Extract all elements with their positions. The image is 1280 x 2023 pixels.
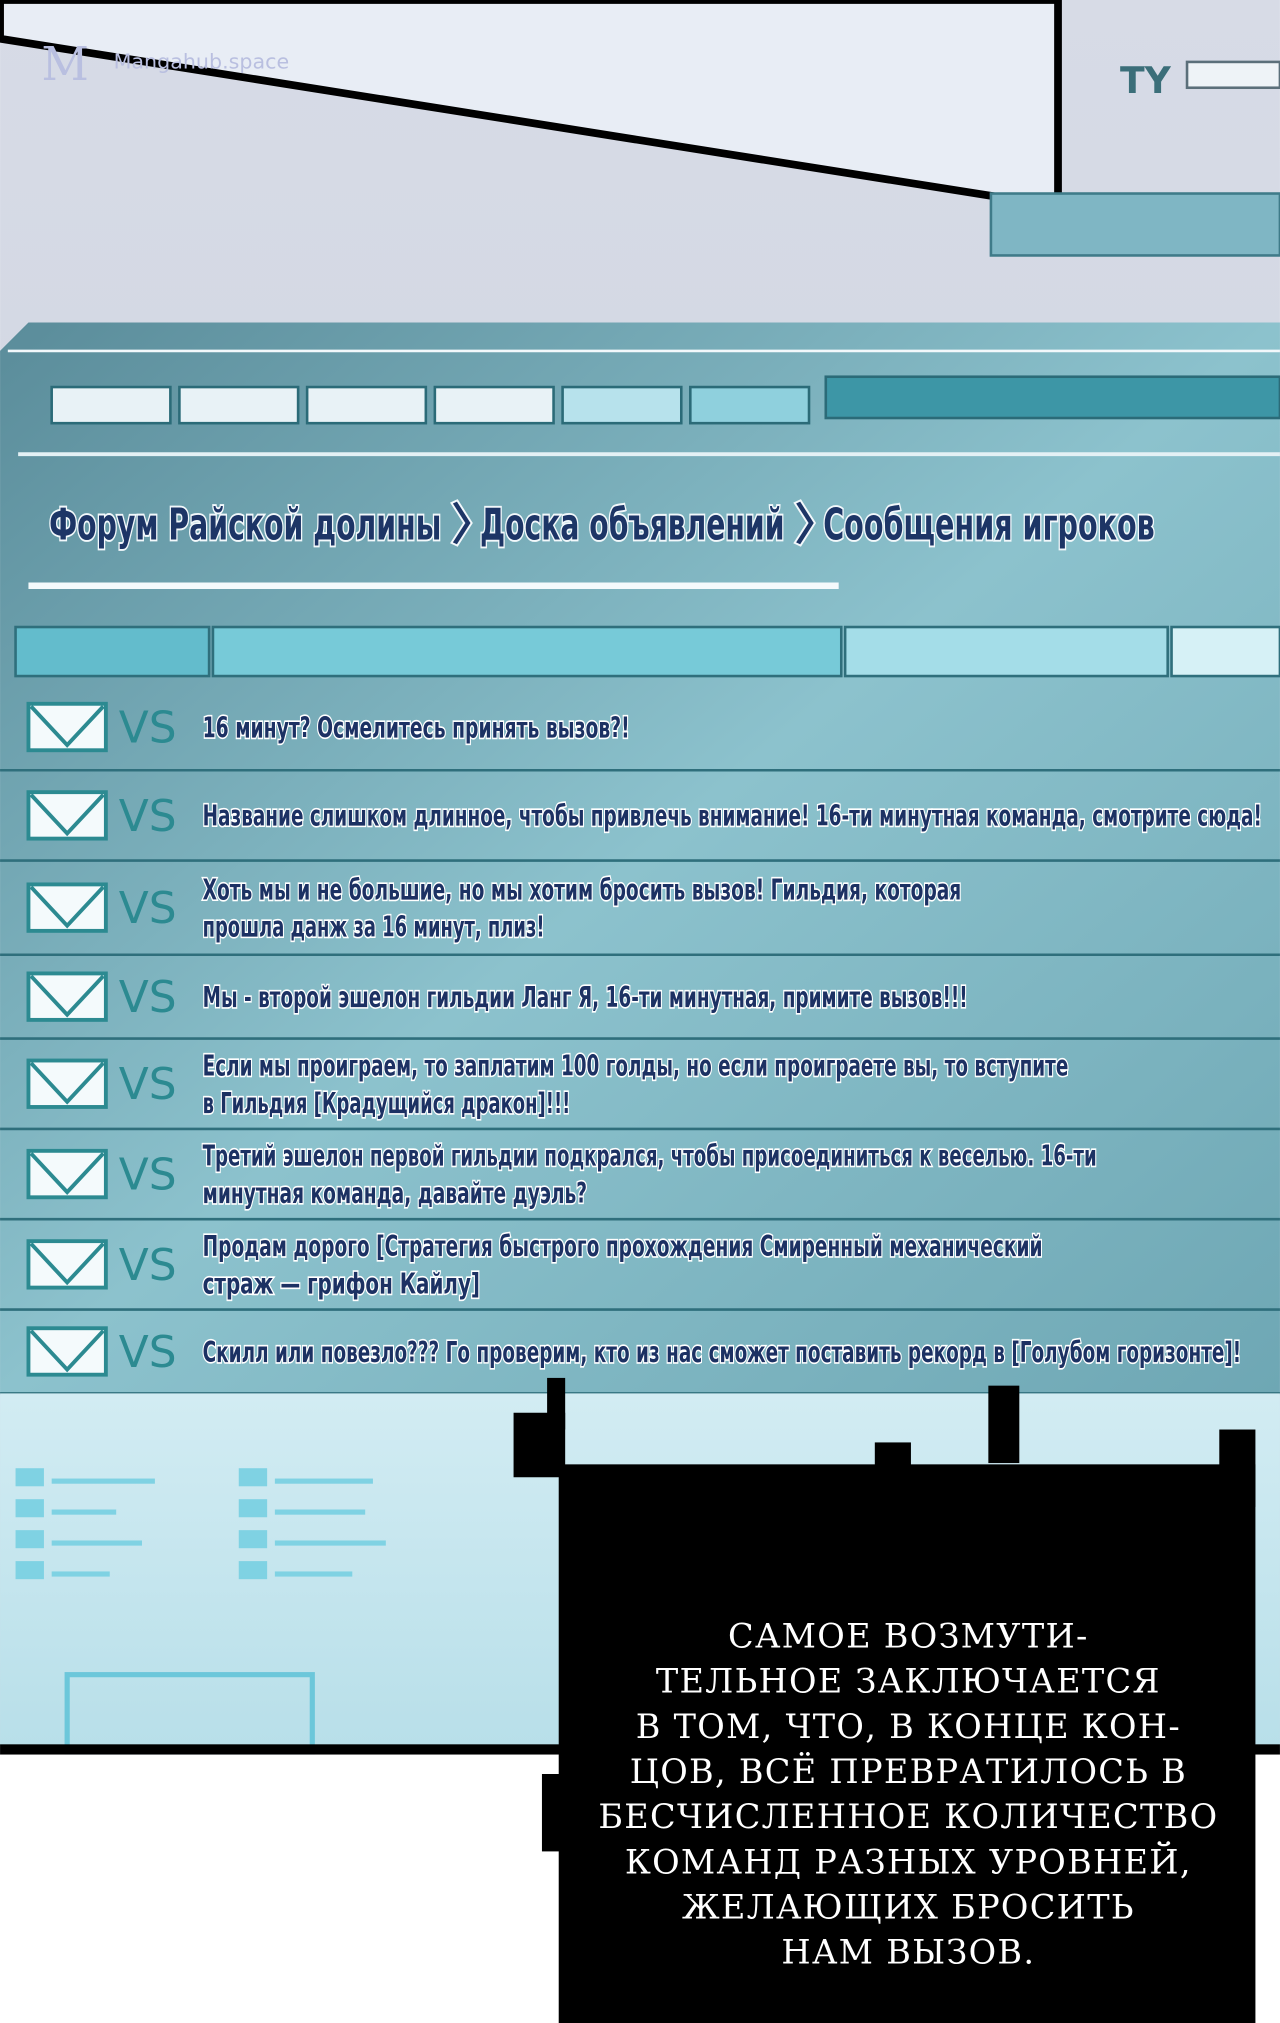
caption-line: команд разных уровней, [625, 1840, 1192, 1881]
check-mark [29, 793, 105, 837]
caption-line: тельное заключается [656, 1662, 1161, 1701]
caption-line: желающих бросить [682, 1887, 1135, 1926]
caption-box [513, 1377, 1256, 2023]
tab-bar [50, 375, 1280, 425]
post-title: Если мы проиграем, то заплатим 100 голды… [203, 1049, 1069, 1082]
vs-tag: VS [119, 1327, 177, 1378]
vs-tag: VS [119, 1150, 177, 1201]
vs-tag: VS [119, 702, 177, 753]
caption: Самое возмути-тельное заключается в том, … [598, 1617, 1218, 1972]
caption-line: цов, всё превратилось в [630, 1752, 1187, 1791]
breadcrumb-separator: 〉 [795, 499, 839, 550]
forum-panel [0, 322, 1280, 1394]
check-mark [29, 1152, 105, 1195]
caption-line: бесчисленное количество [598, 1797, 1218, 1836]
check-mark [29, 705, 105, 748]
caption-line: нам вызов. [781, 1933, 1035, 1972]
post-title: Продам дорого [Стратегия быстрого прохож… [203, 1230, 1043, 1263]
post-title: страж — грифон Кайлу] [203, 1267, 480, 1300]
breadcrumb-item: Форум Райской долины [49, 499, 441, 550]
post-title: Хоть мы и не большие, но мы хотим бросит… [203, 873, 962, 906]
caption-line: Самое возмути- [728, 1617, 1089, 1656]
lower-deco [15, 1468, 386, 1755]
checkbox [26, 1058, 108, 1109]
post-title: Скилл или повезло??? Го проверим, кто из… [203, 1336, 1242, 1369]
caption-line: в том, что, в конце кон- [636, 1707, 1181, 1746]
checkbox [26, 882, 108, 933]
post-list: VS 16 минут? Осмелитесь принять вызов?! VS… [0, 701, 1280, 1395]
deco-box [989, 192, 1280, 257]
vs-tag: VS [119, 883, 177, 934]
check-mark [29, 1061, 105, 1105]
post-title: минутная команда, давайте дуэль? [203, 1177, 587, 1210]
check-mark [29, 885, 105, 929]
breadcrumb-separator: 〉 [452, 499, 496, 550]
deco-box [1185, 60, 1280, 90]
watermark: Mangahub.space [114, 49, 290, 73]
post-title: Третий эшелон первой гильдии подкрался, … [203, 1140, 1097, 1173]
breadcrumb-item: Доска объявлений [480, 499, 784, 550]
post-title: Название слишком длинное, чтобы привлечь… [203, 800, 1262, 833]
header-tag: TY [1120, 59, 1172, 102]
check-mark [29, 1242, 105, 1286]
vs-tag: VS [119, 1240, 177, 1291]
column-header [14, 625, 1280, 678]
post-title: прошла данж за 16 минут, плиз! [203, 911, 545, 944]
breadcrumb: Форум Райской долины 〉Доска объявлений 〉Со… [47, 497, 1157, 552]
vs-tag: VS [119, 1059, 177, 1110]
post-title: в Гильдия [Крадущийся дракон]!!! [203, 1087, 571, 1120]
check-mark [29, 974, 105, 1018]
vs-tag: VS [119, 791, 177, 842]
post-title: 16 минут? Осмелитесь принять вызов?! [203, 711, 630, 744]
vs-tag: VS [119, 972, 177, 1023]
check-mark [29, 1329, 105, 1373]
breadcrumb-item: Сообщения игроков [823, 499, 1155, 550]
post-title: Мы - второй эшелон гильдии Ланг Я, 16-ти… [203, 981, 968, 1014]
watermark-logo: M [41, 37, 89, 91]
